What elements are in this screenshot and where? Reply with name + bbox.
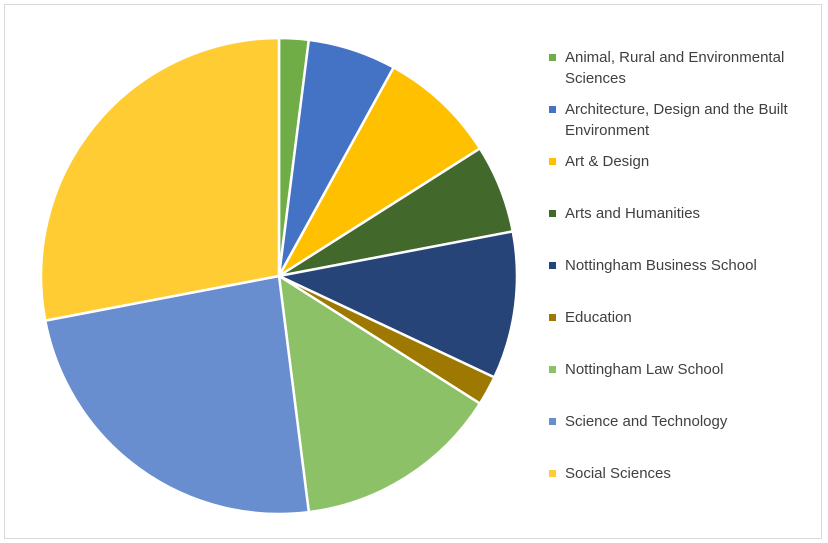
legend-swatch: [549, 366, 556, 373]
legend-swatch: [549, 158, 556, 165]
legend-label: Social Sciences: [565, 465, 671, 482]
legend-item: Science and Technology: [549, 413, 819, 432]
legend-label: Science and Technology: [565, 413, 728, 430]
legend-label: Art & Design: [565, 153, 650, 170]
legend-swatch: [549, 262, 556, 269]
legend-swatch: [549, 106, 556, 113]
legend-swatch: [549, 470, 556, 477]
legend-label: Architecture, Design and the Built Envir…: [565, 101, 788, 139]
legend-swatch: [549, 54, 556, 61]
pie-slice-art-design: [277, 66, 482, 278]
pie-chart: [39, 36, 519, 516]
legend-item: Architecture, Design and the Built Envir…: [549, 101, 819, 141]
pie-slice-social-sciences: [39, 36, 281, 322]
legend-item: Nottingham Business School: [549, 257, 819, 276]
legend-item: Education: [549, 309, 819, 328]
legend-item: Arts and Humanities: [549, 205, 819, 224]
legend-label: Education: [565, 309, 632, 326]
legend-swatch: [549, 210, 556, 217]
legend-swatch: [549, 314, 556, 321]
legend-item: Animal, Rural and Environmental Sciences: [549, 49, 819, 89]
pie-slice-nottingham-business-school: [277, 230, 519, 379]
legend-label: Arts and Humanities: [565, 205, 701, 222]
legend-item: Art & Design: [549, 153, 819, 172]
legend-item: Social Sciences: [549, 465, 819, 484]
legend-label: Animal, Rural and Environmental Sciences: [565, 49, 785, 87]
legend-label: Nottingham Law School: [565, 361, 724, 378]
pie-slice-nottingham-law-school: [277, 274, 482, 514]
chart-area: Animal, Rural and Environmental Sciences…: [4, 4, 822, 539]
legend-swatch: [549, 418, 556, 425]
pie-slice-science-and-technology: [43, 274, 311, 516]
legend-item: Nottingham Law School: [549, 361, 819, 380]
legend-label: Nottingham Business School: [565, 257, 757, 274]
